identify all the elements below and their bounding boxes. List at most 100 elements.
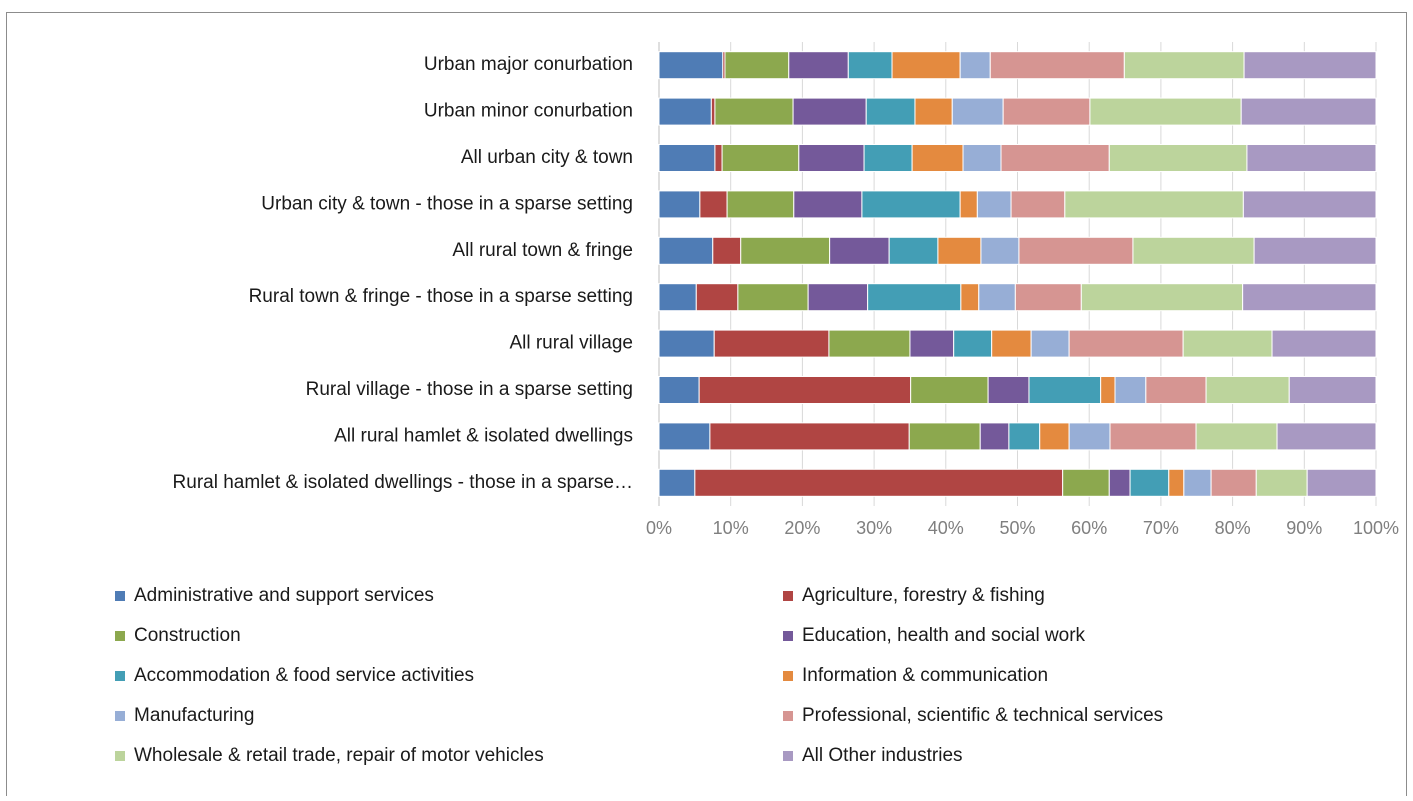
bar-segment [714,97,794,126]
bar-segment [951,97,1004,126]
bar-segment [1276,422,1377,451]
bar-segment [1205,376,1290,404]
bar-segment [1018,236,1134,265]
bar-segment [658,376,700,404]
bar-segment [1195,422,1278,451]
bar-segment [863,144,913,172]
bar-segment [908,422,981,451]
bar-segment [829,236,890,265]
bar-segment [1008,422,1041,451]
bar-segment [865,97,916,126]
y-tick-label: Urban city & town - those in a sparse se… [261,193,633,214]
bar-segment [658,144,716,172]
legend-swatch [783,591,793,601]
bar-segment [1010,190,1066,219]
bar-segment [1068,422,1111,451]
legend-label: Agriculture, forestry & fishing [802,585,1045,606]
bar-segment [699,190,728,219]
legend-swatch [783,711,793,721]
x-tick-label: 80% [1215,518,1251,538]
bar-segment [658,97,712,126]
legend-swatch [115,631,125,641]
bar-segment [937,236,982,265]
bar-segment [960,283,980,312]
x-tick-label: 10% [713,518,749,538]
bar-segment [891,51,961,80]
bar-segment [1271,329,1377,358]
bar-segment [721,144,800,172]
bar-segment [1030,329,1070,358]
legend-swatch [783,671,793,681]
x-tick-label: 0% [646,518,672,538]
bar-segment [953,329,993,358]
bar-segment [867,283,962,312]
bar-segment [1243,51,1377,80]
bar-segment [1132,236,1255,265]
bar-segment [979,422,1010,451]
legend-label: Accommodation & food service activities [134,665,474,686]
bar-segment [1039,422,1070,451]
bar-segment [658,329,715,358]
bar-segment [737,283,809,312]
bar-segment [792,97,867,126]
legend-swatch [115,671,125,681]
bar-segment [710,97,716,126]
legend-swatch [115,591,125,601]
bar-segment [1168,468,1185,497]
bar-segment [847,51,893,80]
y-tick-label: Rural hamlet & isolated dwellings - thos… [173,472,633,493]
bar-segment [828,329,911,358]
bar-segment [658,236,714,265]
bar-segment [991,329,1032,358]
bar-segment [1109,422,1197,451]
legend-label: Wholesale & retail trade, repair of moto… [134,745,544,766]
x-tick-label: 100% [1353,518,1399,538]
y-tick-label: All rural town & fringe [452,240,633,261]
bar-segment [1288,376,1377,404]
bar-segment [1068,329,1184,358]
bar-segment [714,144,723,172]
x-tick-label: 70% [1143,518,1179,538]
bar-segment [694,468,1064,497]
bar-segment [1123,51,1245,80]
bar-segment [1100,376,1116,404]
y-tick-label: All urban city & town [461,147,633,168]
bar-segment [1306,468,1377,497]
bar-segment [989,51,1125,80]
x-tick-label: 40% [928,518,964,538]
bar-segment [726,190,795,219]
bar-segment [1108,144,1248,172]
x-tick-label: 60% [1071,518,1107,538]
legend-label: Information & communication [802,665,1048,686]
bar-segment [1002,97,1091,126]
bar-segment [724,51,790,80]
bar-segment [658,51,724,80]
legend-label: All Other industries [802,745,963,766]
legend-label: Construction [134,625,241,646]
bar-segment [1000,144,1110,172]
bar-segment [1114,376,1147,404]
x-tick-label: 20% [784,518,820,538]
bar-segment [1089,97,1242,126]
y-tick-label: Urban minor conurbation [424,101,633,122]
chart-frame [6,12,1407,801]
x-tick-label: 50% [999,518,1035,538]
bar-segment [695,283,739,312]
y-tick-label: All rural hamlet & isolated dwellings [334,425,633,446]
bar-segment [1242,190,1377,219]
bar-segment [807,283,869,312]
bar-segment [976,190,1012,219]
bar-segment [909,329,955,358]
bar-segment [709,422,910,451]
legend-label: Education, health and social work [802,625,1086,646]
bar-segment [1062,468,1110,497]
bar-segment [1183,468,1212,497]
bar-segment [1129,468,1170,497]
bar-segment [1255,468,1308,497]
bar-segment [658,468,696,497]
bar-segment [962,144,1002,172]
bar-segment [1080,283,1244,312]
bar-segment [959,51,991,80]
bar-segment [712,236,742,265]
